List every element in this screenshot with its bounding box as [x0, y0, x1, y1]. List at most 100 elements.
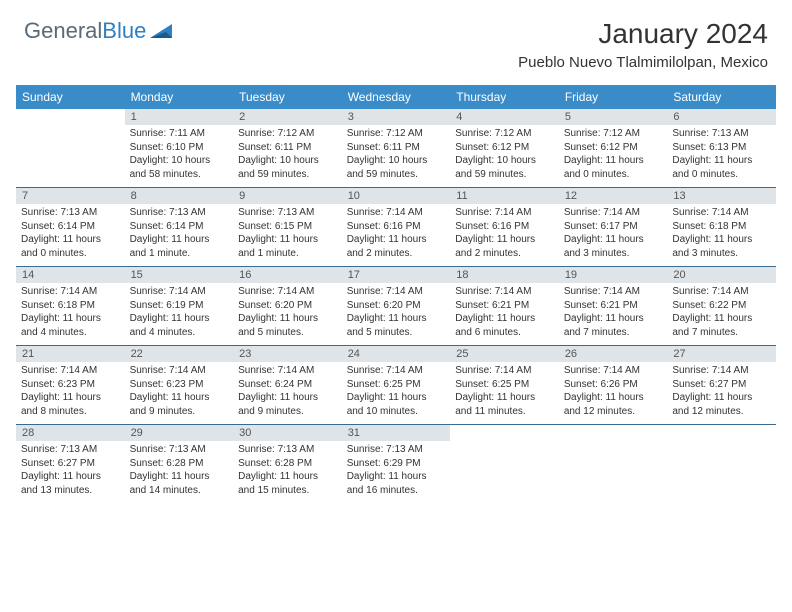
- sunset-line: Sunset: 6:16 PM: [455, 220, 554, 234]
- day-cell: Sunrise: 7:14 AMSunset: 6:24 PMDaylight:…: [233, 362, 342, 425]
- daylight-line: Daylight: 11 hours and 2 minutes.: [455, 233, 554, 260]
- daylight-line: Daylight: 10 hours and 59 minutes.: [238, 154, 337, 181]
- day-number-blank: [559, 425, 668, 442]
- sunset-line: Sunset: 6:11 PM: [347, 141, 446, 155]
- sunrise-line: Sunrise: 7:13 AM: [238, 206, 337, 220]
- sunset-line: Sunset: 6:12 PM: [564, 141, 663, 155]
- sunrise-line: Sunrise: 7:13 AM: [238, 443, 337, 457]
- calendar-table: SundayMondayTuesdayWednesdayThursdayFrid…: [16, 85, 776, 503]
- daylight-line: Daylight: 11 hours and 9 minutes.: [130, 391, 229, 418]
- sunset-line: Sunset: 6:18 PM: [672, 220, 771, 234]
- day-cell: Sunrise: 7:13 AMSunset: 6:15 PMDaylight:…: [233, 204, 342, 267]
- day-number: 3: [342, 109, 451, 125]
- sunset-line: Sunset: 6:20 PM: [238, 299, 337, 313]
- sunrise-line: Sunrise: 7:14 AM: [455, 285, 554, 299]
- day-header: Tuesday: [233, 85, 342, 109]
- daylight-line: Daylight: 11 hours and 8 minutes.: [21, 391, 120, 418]
- day-cell: Sunrise: 7:14 AMSunset: 6:21 PMDaylight:…: [559, 283, 668, 346]
- daylight-line: Daylight: 11 hours and 4 minutes.: [130, 312, 229, 339]
- daylight-line: Daylight: 11 hours and 3 minutes.: [672, 233, 771, 260]
- daylight-line: Daylight: 11 hours and 0 minutes.: [21, 233, 120, 260]
- daylight-line: Daylight: 10 hours and 59 minutes.: [455, 154, 554, 181]
- sunset-line: Sunset: 6:18 PM: [21, 299, 120, 313]
- day-number: 21: [16, 346, 125, 363]
- daylight-line: Daylight: 11 hours and 12 minutes.: [672, 391, 771, 418]
- day-cell: Sunrise: 7:12 AMSunset: 6:11 PMDaylight:…: [233, 125, 342, 188]
- day-cell: Sunrise: 7:12 AMSunset: 6:11 PMDaylight:…: [342, 125, 451, 188]
- sunrise-line: Sunrise: 7:13 AM: [21, 443, 120, 457]
- day-cell: Sunrise: 7:14 AMSunset: 6:18 PMDaylight:…: [16, 283, 125, 346]
- day-cell: [667, 441, 776, 503]
- day-cell: Sunrise: 7:14 AMSunset: 6:20 PMDaylight:…: [342, 283, 451, 346]
- day-number: 19: [559, 267, 668, 284]
- sunset-line: Sunset: 6:23 PM: [130, 378, 229, 392]
- day-header-row: SundayMondayTuesdayWednesdayThursdayFrid…: [16, 85, 776, 109]
- daylight-line: Daylight: 11 hours and 6 minutes.: [455, 312, 554, 339]
- day-number: 20: [667, 267, 776, 284]
- daylight-line: Daylight: 11 hours and 0 minutes.: [672, 154, 771, 181]
- sunset-line: Sunset: 6:23 PM: [21, 378, 120, 392]
- sunrise-line: Sunrise: 7:14 AM: [564, 206, 663, 220]
- day-number: 7: [16, 188, 125, 205]
- day-number: 18: [450, 267, 559, 284]
- day-number: 13: [667, 188, 776, 205]
- sunset-line: Sunset: 6:27 PM: [672, 378, 771, 392]
- day-number: 22: [125, 346, 234, 363]
- sunrise-line: Sunrise: 7:13 AM: [21, 206, 120, 220]
- day-number: 29: [125, 425, 234, 442]
- daylight-line: Daylight: 11 hours and 1 minute.: [238, 233, 337, 260]
- day-cell: Sunrise: 7:14 AMSunset: 6:17 PMDaylight:…: [559, 204, 668, 267]
- title-block: January 2024 Pueblo Nuevo Tlalmimilolpan…: [518, 18, 768, 71]
- day-number-row: 28293031: [16, 425, 776, 442]
- day-header: Friday: [559, 85, 668, 109]
- header: GeneralBlue January 2024 Pueblo Nuevo Tl…: [0, 0, 792, 79]
- daylight-line: Daylight: 11 hours and 15 minutes.: [238, 470, 337, 497]
- sunrise-line: Sunrise: 7:14 AM: [672, 285, 771, 299]
- day-header: Saturday: [667, 85, 776, 109]
- sunrise-line: Sunrise: 7:13 AM: [672, 127, 771, 141]
- sunrise-line: Sunrise: 7:14 AM: [347, 364, 446, 378]
- day-number: 26: [559, 346, 668, 363]
- sunrise-line: Sunrise: 7:13 AM: [347, 443, 446, 457]
- sunrise-line: Sunrise: 7:11 AM: [130, 127, 229, 141]
- sunrise-line: Sunrise: 7:14 AM: [130, 285, 229, 299]
- sunset-line: Sunset: 6:26 PM: [564, 378, 663, 392]
- sunset-line: Sunset: 6:19 PM: [130, 299, 229, 313]
- logo: GeneralBlue: [24, 18, 176, 44]
- sunset-line: Sunset: 6:11 PM: [238, 141, 337, 155]
- sunset-line: Sunset: 6:21 PM: [564, 299, 663, 313]
- day-number: 31: [342, 425, 451, 442]
- daylight-line: Daylight: 11 hours and 12 minutes.: [564, 391, 663, 418]
- day-number: 27: [667, 346, 776, 363]
- sunrise-line: Sunrise: 7:14 AM: [238, 285, 337, 299]
- daylight-line: Daylight: 11 hours and 3 minutes.: [564, 233, 663, 260]
- week-row: Sunrise: 7:14 AM Sunset: 6:18 PM Daylight:…: [16, 283, 776, 346]
- sunset-line: Sunset: 6:10 PM: [130, 141, 229, 155]
- day-number: 8: [125, 188, 234, 205]
- day-cell: [559, 441, 668, 503]
- sunrise-line: Sunrise: 7:14 AM: [21, 364, 120, 378]
- sunset-line: Sunset: 6:21 PM: [455, 299, 554, 313]
- sunset-line: Sunset: 6:25 PM: [455, 378, 554, 392]
- sunset-line: Sunset: 6:22 PM: [672, 299, 771, 313]
- daylight-line: Daylight: 11 hours and 16 minutes.: [347, 470, 446, 497]
- day-number: 1: [125, 109, 234, 125]
- day-cell: Sunrise: 7:14 AMSunset: 6:23 PMDaylight:…: [125, 362, 234, 425]
- day-cell: Sunrise: 7:14 AMSunset: 6:27 PMDaylight:…: [667, 362, 776, 425]
- day-cell: Sunrise: 7:14 AMSunset: 6:18 PMDaylight:…: [667, 204, 776, 267]
- daylight-line: Daylight: 11 hours and 11 minutes.: [455, 391, 554, 418]
- week-row: Sunrise: 7:13 AMSunset: 6:14 PMDaylight:…: [16, 204, 776, 267]
- sunset-line: Sunset: 6:13 PM: [672, 141, 771, 155]
- day-number: 28: [16, 425, 125, 442]
- daylight-line: Daylight: 10 hours and 58 minutes.: [130, 154, 229, 181]
- day-number: 4: [450, 109, 559, 125]
- day-cell: Sunrise: 7:13 AMSunset: 6:27 PMDaylight:…: [16, 441, 125, 503]
- day-cell: Sunrise: 7:12 AMSunset: 6:12 PMDaylight:…: [450, 125, 559, 188]
- sunset-line: Sunset: 6:14 PM: [130, 220, 229, 234]
- day-cell: Sunrise: 7:13 AMSunset: 6:14 PMDaylight:…: [125, 204, 234, 267]
- sunrise-line: Sunrise: 7:14 AM: [672, 364, 771, 378]
- sunset-line: Sunset: 6:24 PM: [238, 378, 337, 392]
- sunset-line: Sunset: 6:15 PM: [238, 220, 337, 234]
- daylight-line: Daylight: 11 hours and 1 minute.: [130, 233, 229, 260]
- day-number-blank: [450, 425, 559, 442]
